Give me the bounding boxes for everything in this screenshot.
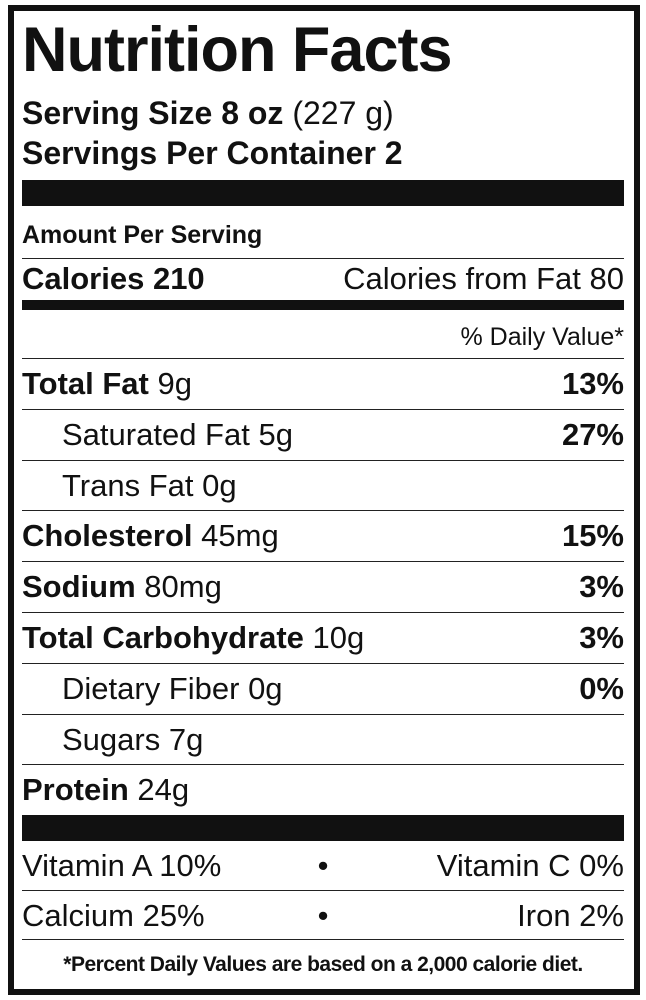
nutrient: Protein 24g: [22, 772, 189, 808]
nutrient-name: Sodium: [22, 569, 136, 605]
serving-size: Serving Size 8 oz (227 g): [22, 93, 624, 133]
nutrient-name: Total Carbohydrate: [22, 620, 304, 655]
title: Nutrition Facts: [22, 15, 453, 85]
nutrient-name: Sugars: [62, 721, 161, 757]
nutrient-amount: 5g: [258, 416, 293, 452]
calories: Calories 210: [22, 261, 205, 296]
daily-value: 15%: [561, 518, 624, 554]
nutrient-amount: 9g: [157, 366, 192, 401]
vitamin-row: Calcium 25% • Iron 2%: [22, 890, 624, 940]
separator: •: [317, 847, 329, 883]
nutrient-amount: 10g: [312, 620, 365, 655]
nutrient-amount: 0g: [202, 467, 237, 503]
nutrient: Sodium 80mg: [22, 569, 222, 605]
nutrient-row: Sodium 80mg 3%: [22, 561, 624, 612]
serving-grams: (227 g): [292, 95, 394, 131]
nutrient-name: Saturated Fat: [62, 416, 250, 452]
nutrient-row: Saturated Fat 5g 27%: [22, 408, 624, 460]
nutrient: Sugars 7g: [22, 722, 203, 758]
nutrient: Saturated Fat 5g: [22, 417, 293, 453]
serving-size-text: Serving Size 8 oz: [22, 95, 284, 131]
nutrient-row: Total Carbohydrate 10g 3%: [22, 612, 624, 663]
nutrient: Total Fat 9g: [22, 366, 192, 402]
thick-rule: [22, 180, 624, 206]
nutrient-amount: 7g: [168, 721, 204, 757]
nutrient-name: Protein: [22, 772, 129, 808]
daily-value: 3%: [579, 620, 624, 655]
nutrient: Trans Fat 0g: [22, 468, 237, 504]
daily-value-heading: % Daily Value*: [460, 323, 624, 351]
daily-value: 27%: [561, 416, 624, 452]
nutrient-row: Trans Fat 0g: [22, 459, 624, 511]
nutrient-row: Cholesterol 45mg 15%: [22, 510, 624, 561]
vitamin-right: Vitamin C 0%: [436, 847, 624, 883]
nutrient-name: Trans Fat: [62, 467, 194, 503]
vitamin-left: Calcium 25%: [22, 897, 205, 933]
calories-from-fat: Calories from Fat 80: [343, 261, 624, 296]
nutrient-row: Sugars 7g: [22, 713, 624, 765]
footnote: *Percent Daily Values are based on a 2,0…: [22, 939, 624, 990]
nutrient: Dietary Fiber 0g: [22, 671, 283, 707]
thick-rule: [22, 815, 624, 841]
servings-per-container: Servings Per Container 2: [22, 135, 403, 171]
nutrition-label: Nutrition Facts Serving Size 8 oz (227 g…: [8, 5, 640, 995]
nutrient-row: Dietary Fiber 0g 0%: [22, 662, 624, 714]
medium-rule: [22, 300, 624, 310]
nutrient: Total Carbohydrate 10g: [22, 620, 364, 656]
amount-per-serving: Amount Per Serving: [22, 221, 263, 249]
nutrient-row: Protein 24g: [22, 764, 624, 815]
nutrient-row: Total Fat 9g 13%: [22, 358, 624, 409]
calories-row: Calories 210 Calories from Fat 80: [22, 258, 624, 299]
nutrient-amount: 45mg: [201, 518, 279, 554]
nutrient-name: Dietary Fiber: [62, 670, 240, 706]
daily-value: 3%: [579, 569, 624, 605]
vitamin-right: Iron 2%: [517, 897, 624, 933]
nutrient-amount: 80mg: [144, 569, 222, 605]
nutrient-name: Total Fat: [22, 366, 149, 401]
daily-value: 0%: [579, 670, 624, 706]
vitamin-left: Vitamin A 10%: [22, 847, 222, 883]
daily-value: 13%: [561, 366, 624, 401]
nutrient-name: Cholesterol: [22, 518, 193, 554]
nutrient-amount: 0g: [248, 670, 283, 706]
nutrient: Cholesterol 45mg: [22, 518, 279, 554]
separator: •: [317, 897, 329, 933]
nutrient-amount: 24g: [137, 772, 190, 808]
vitamin-row: Vitamin A 10% • Vitamin C 0%: [22, 841, 624, 890]
